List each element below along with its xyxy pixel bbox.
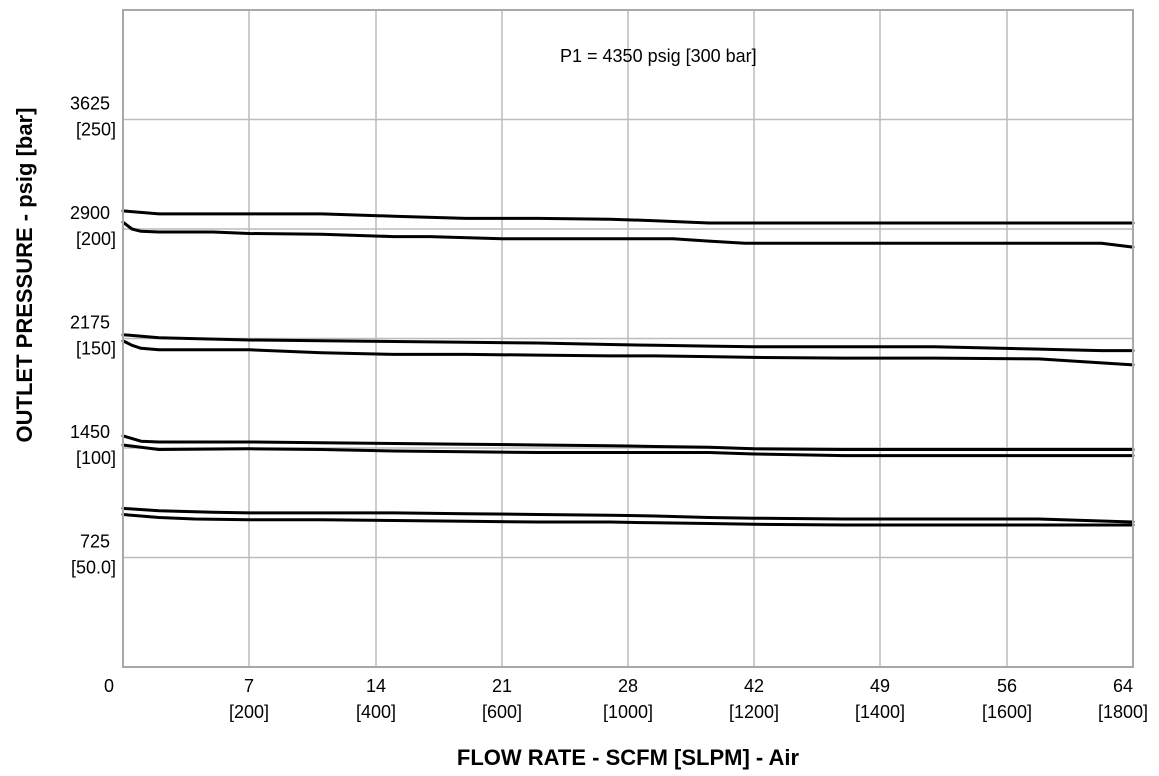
y-tick-labels: 725 [50.0] 1450 [100] 2175 [150] 2900 [200] 3625…	[70, 94, 116, 578]
series-line	[121, 506, 1135, 524]
series-line	[121, 513, 1135, 527]
x-tick-sublabel: [400]	[356, 702, 396, 722]
series-line	[121, 339, 1135, 367]
series-line	[121, 220, 1135, 249]
series-line	[121, 443, 1135, 458]
y-tick-sublabel: [100]	[76, 448, 116, 468]
plot-frame	[122, 9, 1134, 668]
x-tick-sublabel: [1400]	[855, 702, 905, 722]
x-tick-labels: 0 7 [200] 14 [400] 21 [600] 28 [1000] 42 [1200] 49 […	[104, 676, 1148, 722]
y-tick-label: 1450	[70, 422, 110, 442]
x-tick-label: 0	[104, 676, 114, 696]
y-tick-label: 3625	[70, 94, 110, 114]
x-tick-sublabel: [200]	[229, 702, 269, 722]
x-tick-sublabel: [1600]	[982, 702, 1032, 722]
x-tick-label: 21	[492, 676, 512, 696]
y-tick-sublabel: [150]	[76, 339, 116, 359]
y-tick-label: 2900	[70, 203, 110, 223]
annotation: P1 = 4350 psig [300 bar]	[560, 46, 757, 66]
x-tick-label: 14	[366, 676, 386, 696]
y-tick-label: 725	[80, 532, 110, 552]
y-tick-sublabel: [250]	[76, 120, 116, 140]
x-tick-sublabel: [1000]	[603, 702, 653, 722]
x-tick-label: 64	[1113, 676, 1133, 696]
series-group	[121, 209, 1135, 527]
x-tick-label: 42	[744, 676, 764, 696]
x-tick-label: 56	[997, 676, 1017, 696]
series-line	[121, 434, 1135, 451]
y-tick-label: 2175	[70, 313, 110, 333]
x-tick-sublabel: [600]	[482, 702, 522, 722]
x-axis-title: FLOW RATE - SCFM [SLPM] - Air	[457, 745, 800, 770]
x-tick-label: 49	[870, 676, 890, 696]
x-tick-label: 28	[618, 676, 638, 696]
grid	[123, 10, 1133, 667]
y-tick-sublabel: [50.0]	[71, 558, 116, 578]
x-tick-sublabel: [1800]	[1098, 702, 1148, 722]
y-axis-title: OUTLET PRESSURE - psig [bar]	[12, 108, 37, 443]
series-line	[121, 333, 1135, 353]
x-tick-sublabel: [1200]	[729, 702, 779, 722]
x-tick-label: 7	[244, 676, 254, 696]
y-tick-sublabel: [200]	[76, 229, 116, 249]
series-line	[121, 209, 1135, 225]
